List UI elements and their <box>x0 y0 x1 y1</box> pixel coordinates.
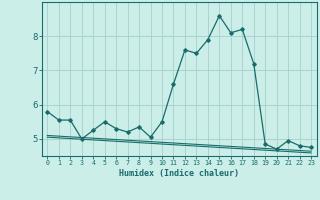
X-axis label: Humidex (Indice chaleur): Humidex (Indice chaleur) <box>119 169 239 178</box>
